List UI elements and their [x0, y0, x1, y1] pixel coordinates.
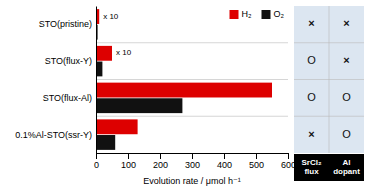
x-tick-mark — [288, 153, 289, 159]
x-tick-mark — [160, 153, 161, 159]
y-tick-label: STO(flux-Al) — [43, 93, 92, 103]
x-tick-label: 200 — [153, 160, 168, 170]
table-column-separator — [329, 6, 330, 153]
x-tick-mark — [192, 153, 193, 159]
table-cell: × — [308, 128, 314, 140]
y-tick: STO(flux-Al) — [43, 93, 96, 103]
x-tick-label: 0 — [94, 160, 99, 170]
y-tick: STO(flux-Y) — [45, 56, 96, 66]
legend-swatch — [230, 10, 239, 19]
x-tick-label: 300 — [185, 160, 200, 170]
table-header — [294, 154, 364, 181]
plot: 0 100 200 300 400 500 600 STO(pristine) STO(flux… — [15, 7, 296, 171]
x-axis: 0 100 200 300 400 500 600 — [94, 153, 296, 170]
bar — [96, 135, 115, 150]
table-header-label: SrCl₂flux — [301, 158, 321, 177]
row-separator — [96, 42, 288, 43]
x-tick: 600 — [281, 153, 296, 170]
table: × O O O O × × × SrCl₂flux Aldopant — [294, 6, 364, 181]
row-separator — [96, 79, 288, 80]
x-tick-mark — [128, 153, 129, 159]
x-tick: 100 — [121, 153, 136, 170]
bar — [96, 46, 112, 61]
x-tick: 200 — [153, 153, 168, 170]
x-tick: 400 — [217, 153, 232, 170]
table-header-label: Aldopant — [333, 158, 360, 177]
bar — [96, 119, 138, 134]
x-tick: 300 — [185, 153, 200, 170]
table-cell: × — [343, 17, 349, 29]
x-tick-mark — [96, 153, 97, 159]
chart: 0 100 200 300 400 500 600 STO(pristine) STO(flux… — [0, 0, 368, 189]
table-background — [294, 6, 364, 153]
legend-label: H₂ — [242, 9, 252, 19]
bar — [96, 98, 182, 113]
table-cell: O — [307, 54, 316, 66]
y-axis: STO(pristine) STO(flux-Y) STO(flux-Al) 0.1%… — [15, 7, 96, 154]
x-tick-label: 500 — [249, 160, 264, 170]
x-tick-mark — [224, 153, 225, 159]
legend: H₂ O₂ — [230, 9, 285, 19]
y-tick-label: 0.1%Al-STO(ssr-Y) — [15, 130, 92, 140]
row-separator — [96, 116, 288, 117]
annotation: x 10 — [103, 12, 119, 21]
table-cell: O — [342, 128, 351, 140]
bars — [96, 9, 272, 150]
x-tick-label: 600 — [281, 160, 296, 170]
table-cell: O — [307, 91, 316, 103]
bar — [96, 83, 272, 98]
table-cell: O — [342, 91, 351, 103]
y-tick: 0.1%Al-STO(ssr-Y) — [15, 130, 96, 140]
legend-item: O₂ — [262, 9, 285, 19]
x-axis-line — [97, 154, 289, 160]
y-tick: STO(pristine) — [39, 19, 96, 29]
legend-label: O₂ — [274, 9, 285, 19]
y-axis-line — [96, 7, 97, 154]
legend-swatch — [262, 10, 271, 19]
table-cell: × — [343, 54, 349, 66]
annotation: x 10 — [116, 48, 132, 57]
x-tick-mark — [256, 153, 257, 159]
y-tick-label: STO(flux-Y) — [45, 56, 92, 66]
x-label: Evolution rate / μmol h⁻¹ — [143, 176, 240, 186]
table-cell: × — [308, 17, 314, 29]
x-tick-label: 100 — [121, 160, 136, 170]
y-tick-label: STO(pristine) — [39, 19, 92, 29]
legend-item: H₂ — [230, 9, 252, 19]
x-tick-label: 400 — [217, 160, 232, 170]
x-tick: 500 — [249, 153, 264, 170]
x-tick: 0 — [94, 153, 99, 170]
